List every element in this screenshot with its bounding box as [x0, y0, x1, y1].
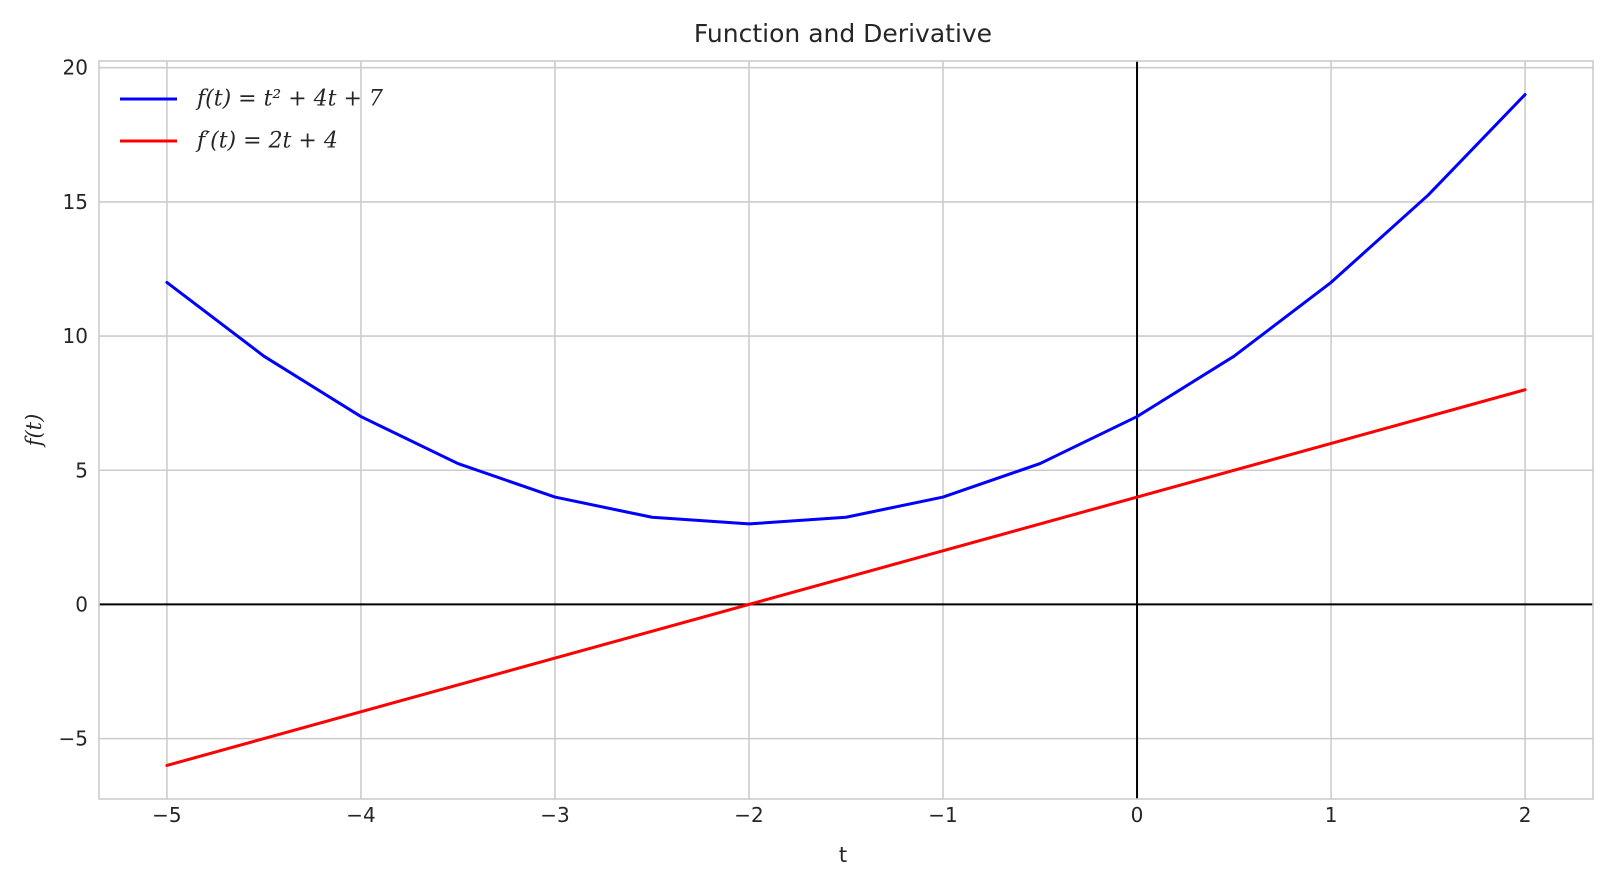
legend-entry-label: f′(t) = 2t + 4	[195, 129, 338, 154]
x-tick-label: 0	[1131, 803, 1144, 827]
x-tick-label: −1	[928, 803, 957, 827]
y-tick-label: 5	[75, 458, 88, 482]
y-axis-label: f(t)	[22, 414, 46, 449]
series-lines	[165, 93, 1527, 767]
y-tick-labels: −5 0 5 10 15 20	[59, 56, 88, 751]
x-tick-label: −2	[734, 803, 763, 827]
x-tick-label: 2	[1519, 803, 1532, 827]
y-tick-label: 20	[63, 56, 88, 80]
plot-frame	[98, 60, 1594, 800]
legend: f(t) = t² + 4t + 7 f′(t) = 2t + 4	[120, 87, 383, 154]
x-tick-label: 1	[1325, 803, 1338, 827]
y-tick-label: 0	[75, 592, 88, 616]
y-tick-label: −5	[59, 727, 88, 751]
legend-entry-label: f(t) = t² + 4t + 7	[195, 87, 383, 112]
x-axis-label: t	[839, 843, 847, 867]
x-tick-label: −4	[346, 803, 375, 827]
x-tick-labels: −5 −4 −3 −2 −1 0 1 2	[152, 803, 1531, 827]
x-tick-label: −5	[152, 803, 181, 827]
reference-lines	[99, 61, 1593, 799]
series-line-2	[165, 388, 1527, 767]
x-tick-label: −3	[540, 803, 569, 827]
series-line-1	[165, 93, 1527, 526]
y-tick-label: 15	[63, 190, 88, 214]
chart-title: Function and Derivative	[694, 19, 992, 48]
y-tick-label: 10	[63, 324, 88, 348]
grid-lines	[99, 61, 1593, 799]
